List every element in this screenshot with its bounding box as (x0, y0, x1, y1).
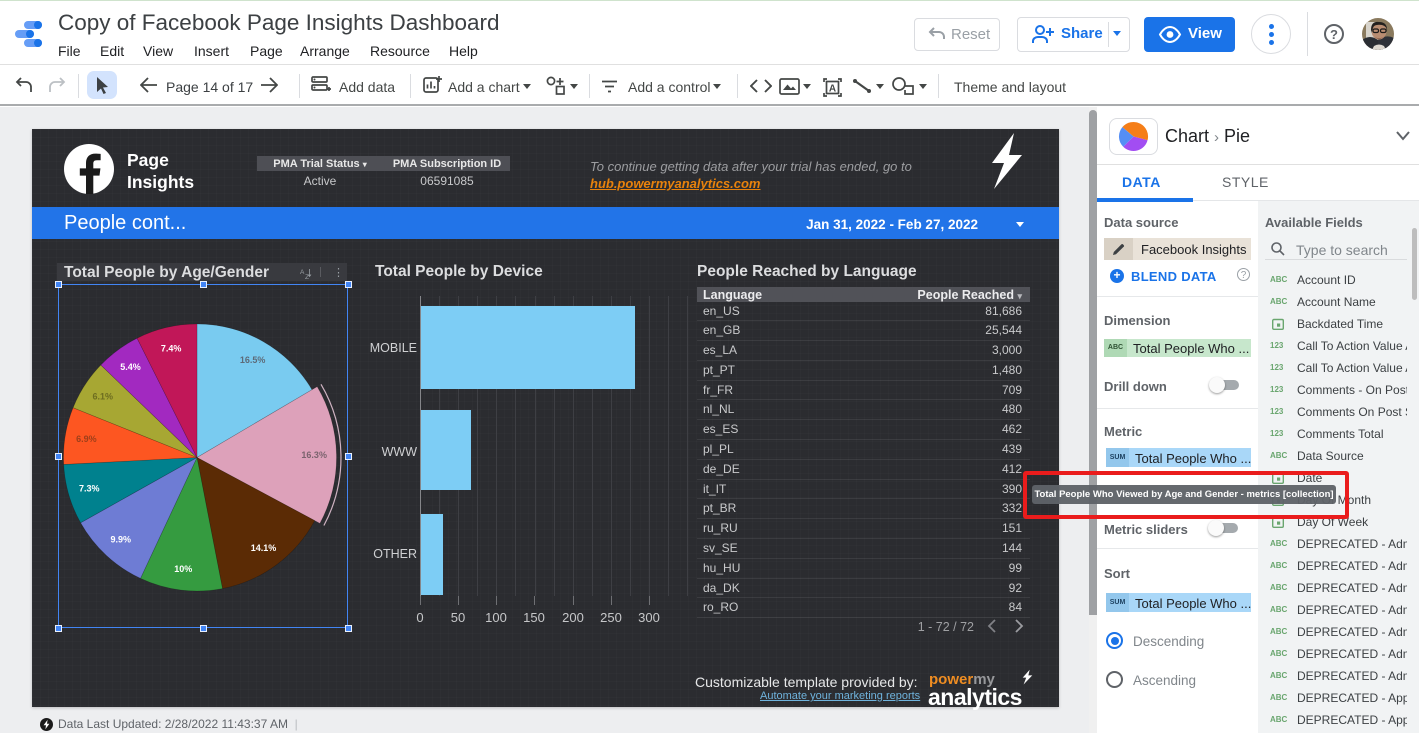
svg-text:7.3%: 7.3% (79, 484, 100, 494)
svg-text:16.5%: 16.5% (240, 355, 266, 365)
svg-text:9.9%: 9.9% (110, 535, 131, 545)
svg-text:7.4%: 7.4% (161, 343, 182, 353)
svg-text:14.1%: 14.1% (251, 543, 277, 553)
svg-text:10%: 10% (174, 564, 192, 574)
svg-text:A: A (829, 84, 836, 95)
svg-text:6.9%: 6.9% (76, 434, 97, 444)
svg-text:5.4%: 5.4% (120, 362, 141, 372)
svg-text:A: A (300, 269, 305, 276)
svg-text:Z: Z (305, 274, 309, 279)
svg-text:16.3%: 16.3% (301, 450, 327, 460)
svg-text:6.1%: 6.1% (93, 392, 114, 402)
